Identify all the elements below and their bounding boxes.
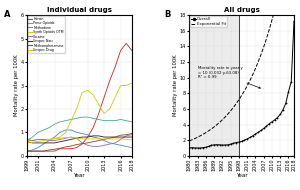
Exponential Fit [248, 79, 252, 82]
Overall [259, 129, 263, 131]
Overall [265, 125, 268, 127]
Exponential Fit [270, 19, 274, 21]
Exponential Fit [223, 116, 227, 118]
Exponential Fit [218, 121, 221, 124]
Overall [251, 135, 254, 137]
Overall [270, 121, 274, 123]
Text: Mortality rate in year y
= 10 (0.032·y-63.08)
R² = 0.99: Mortality rate in year y = 10 (0.032·y-6… [198, 66, 260, 88]
Exponential Fit [193, 137, 196, 140]
Overall [215, 144, 219, 146]
Overall [290, 80, 293, 83]
Overall [193, 147, 196, 149]
Exponential Fit [254, 67, 257, 70]
Legend: Heroin, Presc Opioids, Methadone, Synth Opioids OTM, Cocaine, Unspec Narc, Metha: Heroin, Presc Opioids, Methadone, Synth … [28, 16, 64, 53]
Exponential Fit [265, 37, 268, 40]
Exponential Fit [190, 139, 194, 141]
Overall [254, 133, 257, 135]
Overall [278, 113, 282, 116]
Overall [292, 20, 296, 23]
X-axis label: Year: Year [74, 173, 85, 178]
Bar [189, 15, 239, 156]
Exponential Fit [199, 135, 202, 137]
Exponential Fit [204, 131, 208, 134]
Overall [229, 143, 232, 145]
Overall [273, 119, 277, 121]
Exponential Fit [259, 54, 263, 56]
X-axis label: Year: Year [236, 173, 248, 178]
Exponential Fit [232, 106, 235, 108]
Overall [287, 91, 290, 93]
Overall [209, 144, 213, 146]
Text: B: B [164, 10, 170, 19]
Exponential Fit [229, 110, 232, 112]
Line: Overall: Overall [188, 21, 295, 149]
Y-axis label: Mortality rate per 100K: Mortality rate per 100K [14, 55, 19, 116]
Overall [245, 138, 249, 140]
Exponential Fit [188, 140, 191, 142]
Title: All drugs: All drugs [224, 7, 260, 13]
Text: A: A [4, 10, 11, 19]
Exponential Fit [196, 136, 200, 138]
Exponential Fit [226, 113, 230, 115]
Overall [262, 127, 266, 130]
Exponential Fit [273, 9, 277, 11]
Overall [256, 131, 260, 134]
Y-axis label: Mortality rate per 100K: Mortality rate per 100K [173, 55, 178, 116]
Line: Exponential Fit: Exponential Fit [189, 0, 294, 141]
Title: Individual drugs: Individual drugs [47, 7, 112, 13]
Legend: Overall, Exponential Fit: Overall, Exponential Fit [190, 16, 227, 27]
Exponential Fit [234, 103, 238, 105]
Overall [237, 141, 241, 143]
Exponential Fit [220, 119, 224, 121]
Overall [281, 108, 285, 111]
Overall [204, 146, 208, 148]
Exponential Fit [267, 28, 271, 31]
Exponential Fit [251, 74, 254, 76]
Exponential Fit [215, 124, 219, 126]
Overall [207, 145, 210, 148]
Overall [201, 146, 205, 149]
Overall [190, 146, 194, 149]
Overall [243, 139, 246, 141]
Exponential Fit [256, 61, 260, 63]
Exponential Fit [209, 128, 213, 130]
Exponential Fit [262, 46, 266, 48]
Exponential Fit [212, 126, 216, 128]
Exponential Fit [245, 85, 249, 87]
Exponential Fit [243, 90, 246, 92]
Overall [232, 142, 235, 144]
Overall [220, 144, 224, 146]
Overall [212, 144, 216, 146]
Overall [248, 136, 252, 139]
Exponential Fit [201, 133, 205, 135]
Overall [199, 147, 202, 149]
Overall [234, 141, 238, 144]
Overall [276, 116, 279, 119]
Overall [188, 147, 191, 149]
Exponential Fit [207, 130, 210, 132]
Overall [284, 102, 287, 105]
Overall [226, 144, 230, 146]
Overall [267, 123, 271, 125]
Overall [223, 144, 227, 146]
Overall [240, 140, 243, 142]
Overall [218, 144, 221, 146]
Exponential Fit [240, 94, 243, 97]
Overall [196, 147, 200, 149]
Exponential Fit [237, 99, 241, 101]
